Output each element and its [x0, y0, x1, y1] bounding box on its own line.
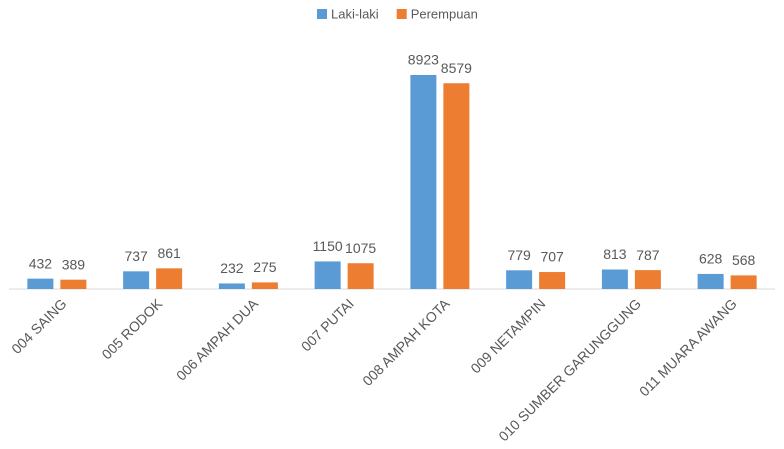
data-label: 1075	[345, 240, 376, 256]
legend-swatch	[317, 9, 327, 19]
data-label: 779	[507, 247, 531, 263]
bar	[218, 283, 245, 289]
bar	[601, 269, 628, 289]
legend-label: Perempuan	[411, 6, 478, 21]
data-label: 389	[62, 256, 86, 272]
bar	[347, 263, 374, 289]
bar	[251, 282, 278, 289]
bar	[506, 270, 533, 289]
data-label: 813	[603, 246, 627, 262]
data-label: 861	[157, 245, 181, 261]
bar	[410, 75, 437, 289]
x-tick-label: 007 PUTAI	[298, 295, 357, 354]
bar	[27, 278, 54, 289]
bar	[697, 273, 724, 289]
x-tick-label: 011 MUARA AWANG	[636, 295, 740, 399]
bar	[60, 279, 87, 289]
bar	[314, 261, 341, 289]
data-label: 432	[29, 255, 53, 271]
x-tick-label: 005 RODOK	[98, 295, 165, 362]
bar	[730, 275, 757, 289]
data-label: 8579	[441, 60, 472, 76]
data-label: 737	[124, 248, 148, 264]
data-label: 787	[636, 247, 660, 263]
data-label: 1150	[313, 238, 343, 254]
x-tick-label: 006 AMPAH DUA	[173, 295, 262, 384]
bar	[634, 270, 661, 289]
bar	[443, 83, 470, 289]
data-label: 628	[699, 251, 723, 267]
x-tick-label: 004 SAING	[8, 295, 69, 356]
x-tick-label: 008 AMPAH KOTA	[359, 295, 453, 389]
x-tick-label: 009 NETAMPIN	[467, 295, 548, 376]
data-label: 8923	[408, 52, 439, 68]
data-label: 275	[253, 259, 277, 275]
legend-label: Laki-laki	[331, 6, 379, 21]
data-label: 707	[540, 249, 564, 265]
legend-swatch	[396, 9, 407, 19]
bar	[156, 268, 183, 289]
bar	[123, 271, 150, 289]
bar	[539, 272, 566, 289]
data-label: 232	[220, 260, 244, 276]
data-label: 568	[732, 252, 756, 268]
